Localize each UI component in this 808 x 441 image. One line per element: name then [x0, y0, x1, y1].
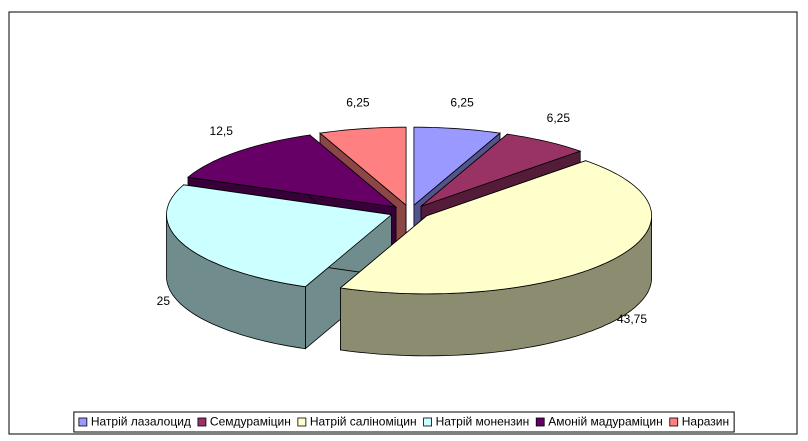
pie-slice [166, 184, 393, 350]
slice-top [420, 133, 582, 207]
slice-top [319, 126, 407, 207]
legend-swatch [423, 417, 432, 427]
legend-swatch [297, 417, 307, 427]
slice-top [413, 126, 501, 207]
legend-label: Наразин [682, 415, 729, 429]
data-label: 6,25 [547, 111, 571, 125]
legend: Натрій лазалоцид Семдураміцин Натрій салін… [73, 411, 735, 433]
slice-top [187, 134, 398, 208]
data-label: 43,75 [617, 312, 647, 326]
data-label: 12,5 [210, 124, 234, 138]
data-label: 6,25 [450, 95, 474, 109]
legend-swatch [197, 417, 207, 427]
pie-slice [339, 160, 652, 357]
legend-box [73, 411, 735, 433]
legend-label: Натрій лазалоцид [91, 415, 191, 429]
data-label: 6,25 [346, 95, 370, 109]
legend-swatch [535, 417, 545, 427]
legend-label: Семдураміцин [210, 415, 291, 429]
legend-label: Натрій саліноміцин [310, 415, 417, 429]
slice-top [166, 184, 393, 288]
legend-swatch [669, 417, 679, 427]
legend-swatch [78, 417, 88, 427]
legend-label: Натрій монензин [436, 415, 530, 429]
legend-label: Амоній мадураміцин [548, 415, 663, 429]
slice-top [339, 160, 652, 295]
data-label: 25 [157, 294, 171, 308]
